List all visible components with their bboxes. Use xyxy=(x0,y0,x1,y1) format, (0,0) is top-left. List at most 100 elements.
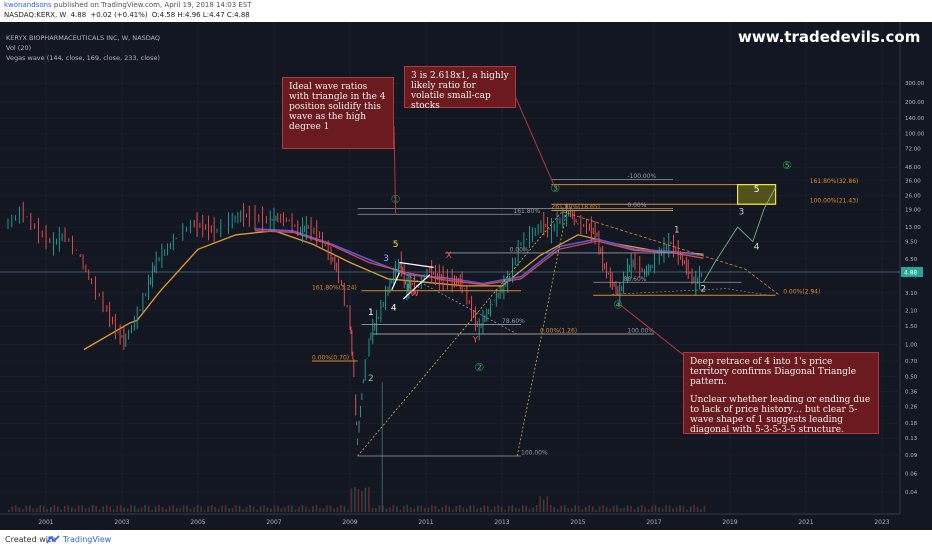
volume-bar xyxy=(609,508,611,512)
volume-bar xyxy=(95,505,97,512)
price-tick-label: 140.00 xyxy=(905,116,925,122)
tradingview-link[interactable]: TradingView xyxy=(63,535,112,544)
volume-bar xyxy=(277,505,279,512)
volume-bar xyxy=(165,509,167,512)
volume-bar xyxy=(504,509,507,512)
time-tick-label: 2015 xyxy=(570,519,585,526)
volume-bar xyxy=(98,509,101,512)
volume-bar xyxy=(210,505,213,512)
volume-bar xyxy=(46,509,49,512)
volume-bar xyxy=(605,507,608,512)
time-tick-label: 2021 xyxy=(798,519,813,526)
volume-bar xyxy=(217,508,220,512)
volume-bar xyxy=(417,505,419,512)
fib-label-161-324: 161.80%(3.24) xyxy=(312,284,357,291)
volume-bar xyxy=(280,508,283,512)
volume-bar xyxy=(158,505,160,512)
volume-bar xyxy=(658,507,660,512)
wave-label-5-right: 5 xyxy=(754,185,760,195)
time-tick-label: 2017 xyxy=(646,519,661,526)
price-tick-label: 6.50 xyxy=(905,257,918,263)
volume-bar xyxy=(434,505,437,512)
price-tick-label: 100.00 xyxy=(905,132,925,138)
volume-bar xyxy=(595,509,597,512)
volume-bar xyxy=(196,505,199,512)
fib-label-neg100: -100.00% xyxy=(627,173,656,180)
wave-label-2-small: 2 xyxy=(368,374,374,384)
volume-bar xyxy=(133,505,136,512)
volume-bar xyxy=(630,505,632,512)
volume-bar xyxy=(361,491,363,512)
volume-bar xyxy=(672,508,674,512)
volume-bar xyxy=(84,508,87,512)
fib-label-886: 88.60% xyxy=(624,276,647,283)
triangle-line-a xyxy=(391,272,400,291)
volume-bar xyxy=(525,505,528,512)
volume-bar xyxy=(336,507,339,512)
fib-label-100-b: 100.00% xyxy=(627,328,654,335)
volume-bar xyxy=(654,505,657,512)
volume-bar xyxy=(49,506,52,512)
volume-bar xyxy=(329,505,332,512)
fib-label-100-2143: 100.00%(21.43) xyxy=(810,198,859,205)
volume-bar xyxy=(340,505,342,512)
fib-label-786: 78.60% xyxy=(502,318,525,325)
volume-bar xyxy=(298,506,300,512)
volume-bar xyxy=(549,505,552,512)
ema-orange-line xyxy=(83,230,704,351)
volume-bar xyxy=(375,508,377,512)
last-price: 4.88 xyxy=(70,11,87,19)
volume-bar xyxy=(483,505,486,512)
callout-p2: Unclear whether leading or ending due to… xyxy=(690,395,871,435)
volume-bar xyxy=(406,505,409,512)
volume-bar xyxy=(259,506,262,512)
fib-label-0-126: 0.00%(1.26) xyxy=(540,328,577,335)
volume-bar xyxy=(689,506,692,512)
volume-bar xyxy=(354,487,356,512)
time-tick-label: 2009 xyxy=(342,519,357,526)
volume-bar xyxy=(431,505,433,512)
price-tick-label: 9.50 xyxy=(905,239,918,245)
price-tick-label: 2.10 xyxy=(905,309,918,315)
volume-bar xyxy=(686,509,688,512)
wave-label-1-small: 1 xyxy=(368,308,374,318)
volume-bar xyxy=(263,505,265,512)
volume-bar xyxy=(396,506,398,512)
fib-label-261: 261.80%(18.65) xyxy=(551,203,600,210)
volume-bar xyxy=(88,507,91,512)
volume-bar xyxy=(74,508,77,512)
fib-label-161-3286: 161.80%(32.86) xyxy=(810,178,859,185)
ohlc-values: O:4.58 H:4.96 L:4.47 C:4.88 xyxy=(151,11,250,19)
volume-bar xyxy=(112,509,115,512)
callout-pointer-3 xyxy=(619,304,687,358)
volume-bar xyxy=(542,499,545,512)
volume-bar xyxy=(119,505,122,512)
volume-bar xyxy=(438,509,440,512)
volume-bar xyxy=(179,508,181,512)
volume-bar xyxy=(322,508,325,512)
volume-bar xyxy=(14,505,17,512)
volume-bar xyxy=(242,509,244,512)
volume-bar xyxy=(647,509,650,512)
volume-bar xyxy=(11,506,14,512)
last-price-tag: 4.88 xyxy=(904,270,918,277)
triangle-line-b xyxy=(402,274,431,300)
price-tick-label: 72.00 xyxy=(905,147,921,153)
callout-wave-ratios: Ideal wave ratios with triangle in the 4… xyxy=(282,77,394,149)
symbol-line: NASDAQ:KERX, W 4.88 +0.02 (+0.41%) O:4.5… xyxy=(4,11,252,19)
volume-bar xyxy=(410,507,412,512)
price-tick-label: 0.06 xyxy=(905,472,918,478)
volume-bar xyxy=(560,505,562,512)
callout-pointer-2 xyxy=(515,97,556,189)
volume-bar xyxy=(668,505,671,512)
wave-label-2-circle: ② xyxy=(474,361,484,374)
legend-title: KERYX BIOPHARMACEUTICALS INC, W, NASDAQ xyxy=(6,34,161,42)
volume-bar xyxy=(665,505,667,512)
volume-bar xyxy=(637,506,639,512)
author-link[interactable]: kwonandsons xyxy=(4,1,52,9)
volume-bar xyxy=(532,507,534,512)
triangle-line-c xyxy=(399,261,434,268)
price-tick-label: 0.13 xyxy=(905,436,918,442)
volume-bar xyxy=(284,507,286,512)
volume-bar xyxy=(270,508,272,512)
